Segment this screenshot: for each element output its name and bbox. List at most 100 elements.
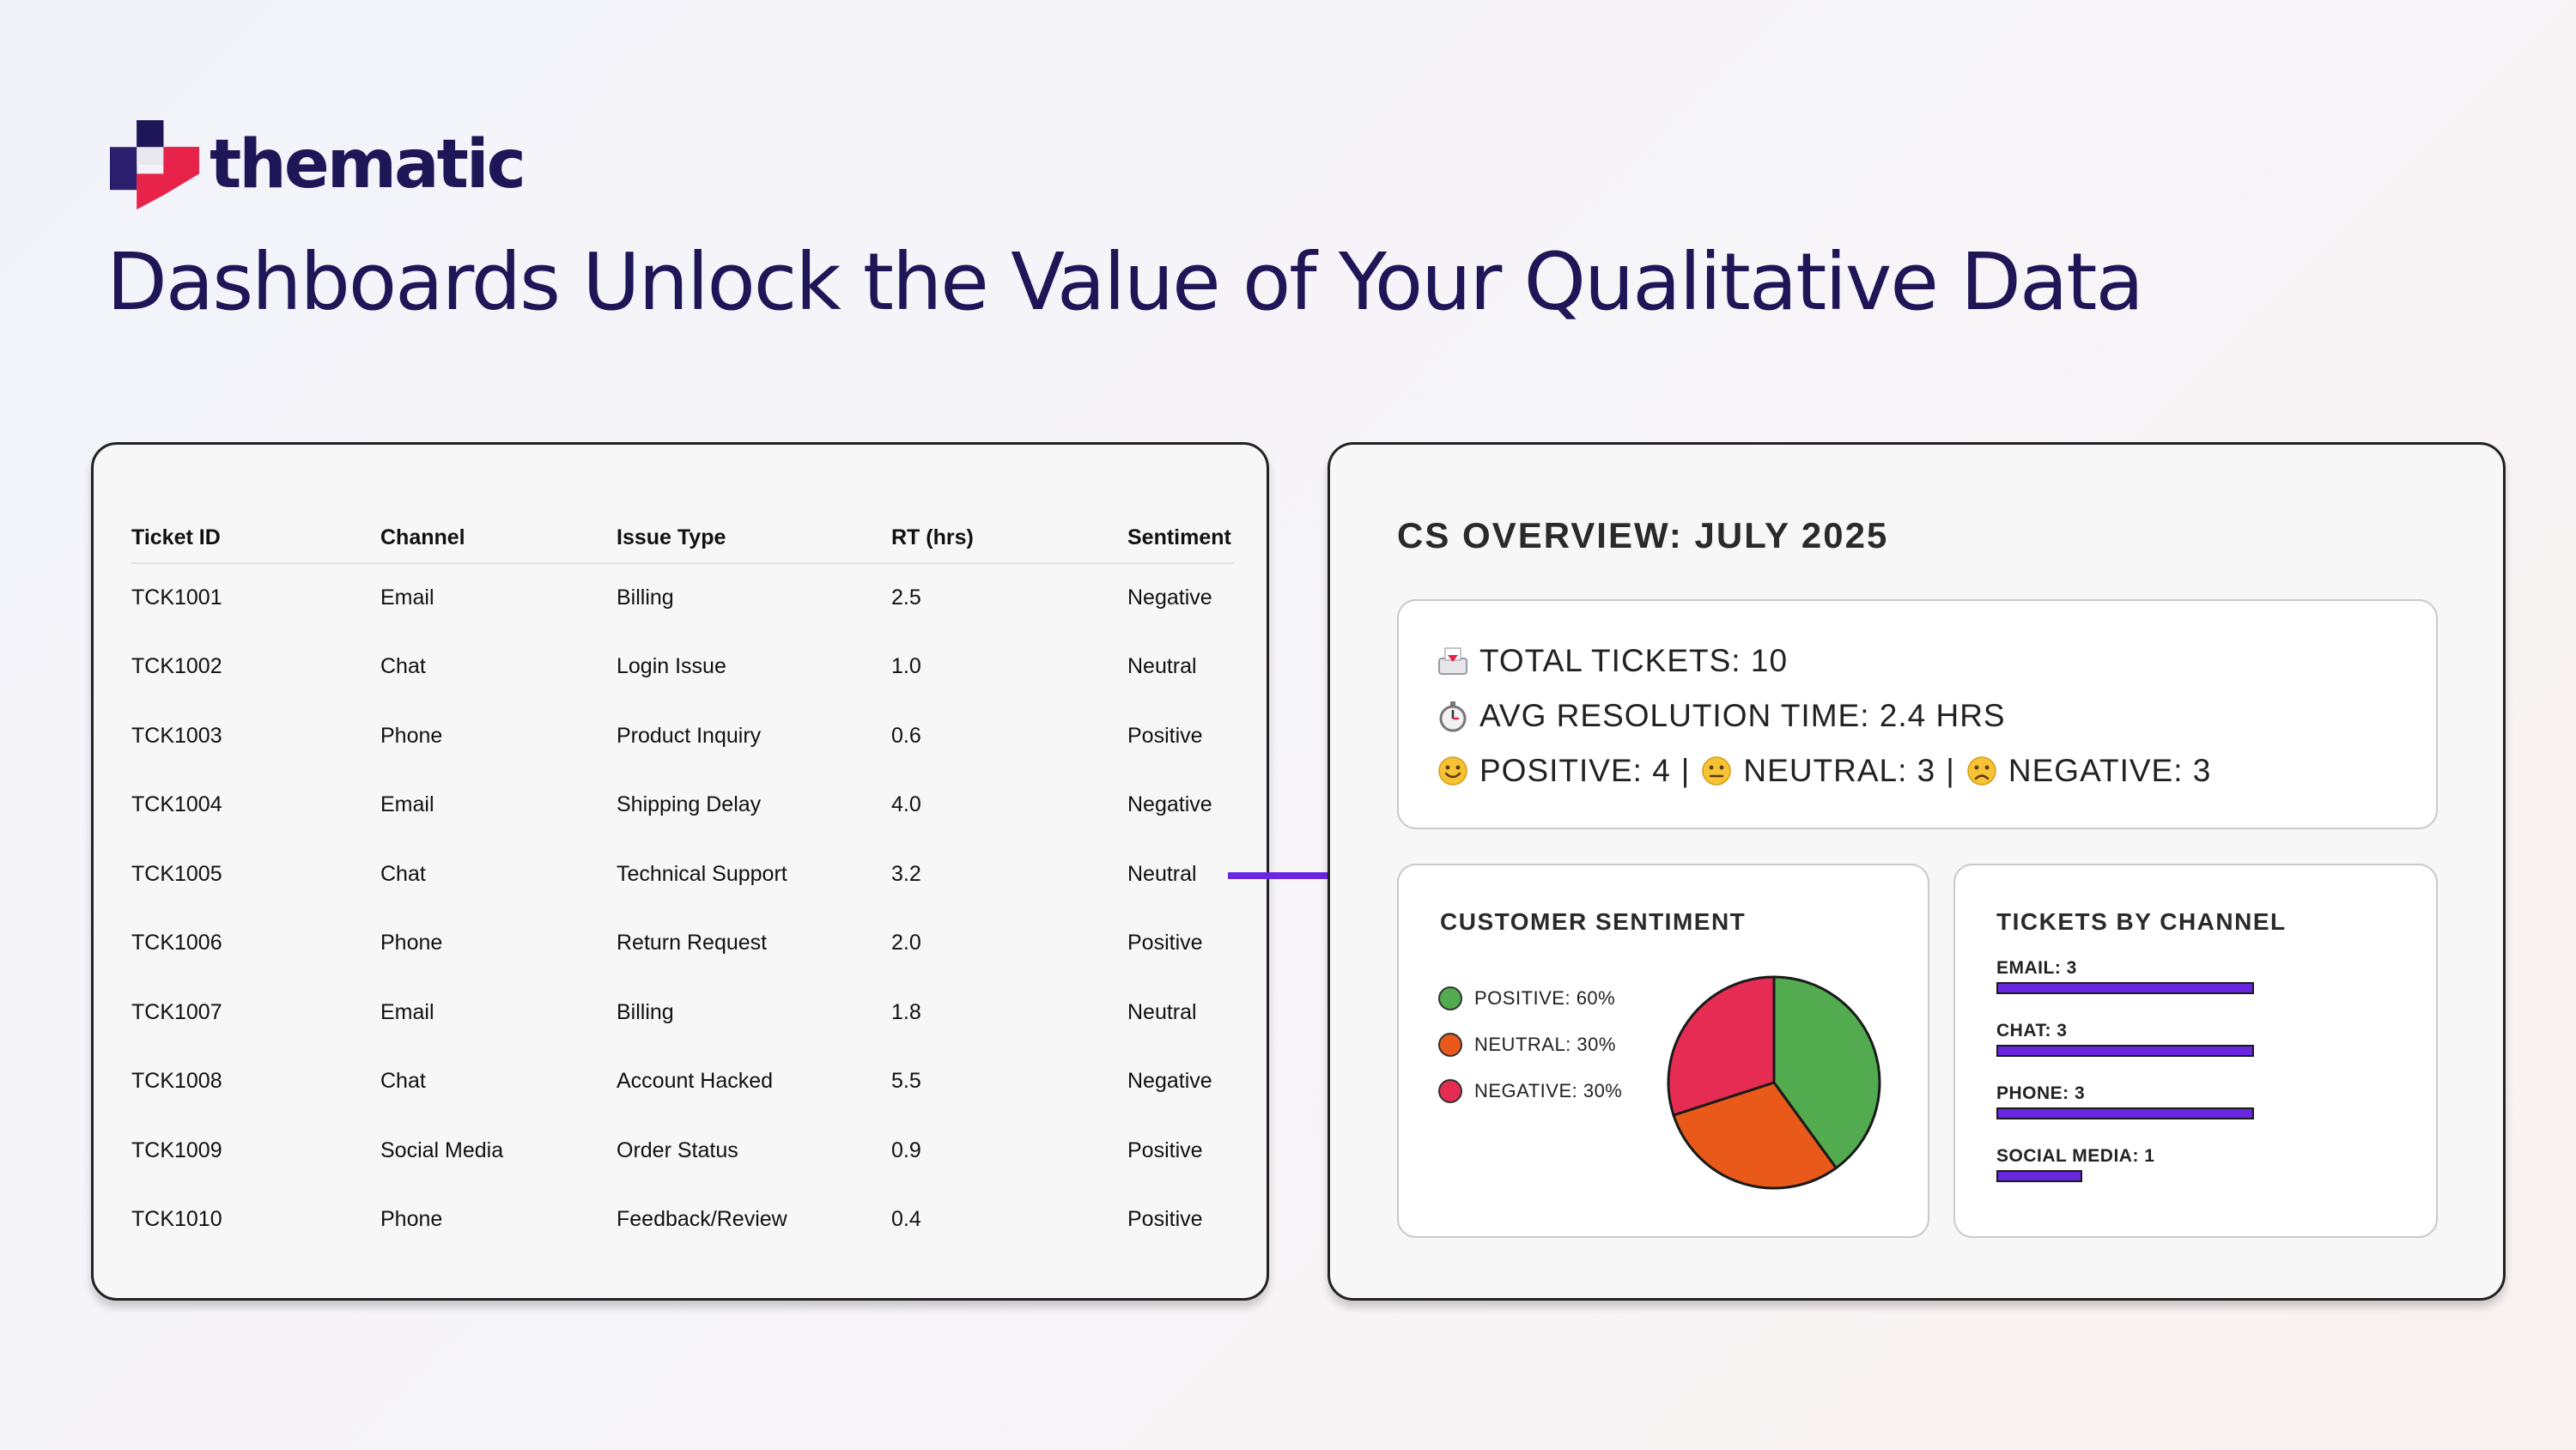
cell-issue-type: Billing xyxy=(617,585,674,610)
cell-rt-hrs: 0.4 xyxy=(891,1207,921,1232)
channel-bar xyxy=(1996,1107,2254,1119)
channel-bar-label: SOCIAL MEDIA: 1 xyxy=(1996,1146,2155,1166)
cell-issue-type: Product Inquiry xyxy=(617,723,762,748)
cell-issue-type: Feedback/Review xyxy=(617,1207,787,1232)
sentiment-pie-chart xyxy=(1667,975,1881,1190)
channel-bar-row: SOCIAL MEDIA: 1 xyxy=(1996,1143,2254,1205)
stat-total-tickets: TOTAL TICKETS: 10 xyxy=(1437,634,2436,689)
brand-name: thematic xyxy=(210,126,526,203)
channel-bar-label: EMAIL: 3 xyxy=(1996,958,2077,978)
separator: | xyxy=(1946,753,1955,788)
header-sentiment[interactable]: Sentiment xyxy=(1127,513,1234,564)
cell-sentiment: Positive xyxy=(1127,1138,1203,1162)
channel-bar-label: CHAT: 3 xyxy=(1996,1021,2068,1040)
channel-bar-track xyxy=(1996,1170,2254,1182)
cell-sentiment: Neutral xyxy=(1127,861,1197,886)
customer-sentiment-card: CUSTOMER SENTIMENT POSITIVE: 60% NEUTRAL:… xyxy=(1397,864,1929,1238)
cell-rt-hrs: 0.6 xyxy=(891,723,921,748)
legend-dot xyxy=(1438,1033,1462,1057)
cell-channel: Email xyxy=(380,792,434,817)
tickets-by-channel-card: TICKETS BY CHANNEL EMAIL: 3 CHAT: 3 PHONE:… xyxy=(1953,864,2438,1238)
cell-ticket-id: TCK1005 xyxy=(131,861,222,886)
cell-channel: Social Media xyxy=(380,1138,504,1162)
stopwatch-icon xyxy=(1437,700,1469,732)
cell-ticket-id: TCK1009 xyxy=(131,1138,222,1162)
channel-bar xyxy=(1996,1045,2254,1057)
cell-sentiment: Neutral xyxy=(1127,999,1197,1024)
cell-channel: Phone xyxy=(380,1207,443,1232)
channel-bar-list: EMAIL: 3 CHAT: 3 PHONE: 3 SOCIAL MEDIA: 1 xyxy=(1996,955,2254,1205)
cell-issue-type: Order Status xyxy=(617,1138,738,1162)
table-row[interactable]: TCK1007 Email Billing 1.8 Neutral xyxy=(131,978,1234,1047)
cell-issue-type: Return Request xyxy=(617,931,768,956)
thematic-logo: thematic xyxy=(110,120,526,209)
channel-bar-row: EMAIL: 3 xyxy=(1996,955,2254,1017)
legend-label: NEUTRAL: 30% xyxy=(1474,1034,1616,1055)
legend-item: POSITIVE: 60% xyxy=(1438,975,1622,1022)
legend-item: NEUTRAL: 30% xyxy=(1438,1022,1622,1068)
pie-slice-neutral xyxy=(1672,1081,1838,1190)
cell-ticket-id: TCK1006 xyxy=(131,931,222,956)
sentiment-card-title: CUSTOMER SENTIMENT xyxy=(1440,908,1747,935)
cell-sentiment: Positive xyxy=(1127,931,1203,956)
cell-sentiment: Neutral xyxy=(1127,654,1197,679)
channel-bar-row: PHONE: 3 xyxy=(1996,1080,2254,1143)
cell-rt-hrs: 0.9 xyxy=(891,1138,921,1162)
cell-channel: Phone xyxy=(380,931,443,956)
cell-channel: Chat xyxy=(380,1069,426,1094)
ticket-table-wrapper[interactable]: Ticket ID Channel Issue Type RT (hrs) Se… xyxy=(131,513,1234,1254)
channel-bar-track xyxy=(1996,982,2254,994)
table-row[interactable]: TCK1004 Email Shipping Delay 4.0 Negative xyxy=(131,771,1234,840)
header-issue-type[interactable]: Issue Type xyxy=(617,513,891,564)
cell-sentiment: Negative xyxy=(1127,585,1212,610)
channel-bar-track xyxy=(1996,1107,2254,1119)
table-row[interactable]: TCK1002 Chat Login Issue 1.0 Neutral xyxy=(131,633,1234,702)
inbox-tray-icon xyxy=(1437,645,1469,677)
legend-item: NEGATIVE: 30% xyxy=(1438,1068,1622,1114)
cell-ticket-id: TCK1001 xyxy=(131,585,222,610)
legend-dot xyxy=(1438,1079,1462,1103)
channel-bar-row: CHAT: 3 xyxy=(1996,1017,2254,1080)
header-rt-hrs[interactable]: RT (hrs) xyxy=(891,513,1127,564)
cell-ticket-id: TCK1008 xyxy=(131,1069,222,1094)
legend-dot xyxy=(1438,986,1462,1010)
table-row[interactable]: TCK1001 Email Billing 2.5 Negative xyxy=(131,563,1234,633)
channel-bar xyxy=(1996,1170,2082,1182)
positive-count-label: POSITIVE: 4 xyxy=(1479,753,1671,788)
table-row[interactable]: TCK1006 Phone Return Request 2.0 Positive xyxy=(131,909,1234,979)
cell-sentiment: Positive xyxy=(1127,723,1203,748)
stat-avg-resolution: AVG RESOLUTION TIME: 2.4 HRS xyxy=(1437,689,2436,743)
ticket-table-panel: Ticket ID Channel Issue Type RT (hrs) Se… xyxy=(91,442,1269,1301)
neutral-count-label: NEUTRAL: 3 xyxy=(1743,753,1936,788)
cell-rt-hrs: 2.5 xyxy=(891,585,921,610)
separator: | xyxy=(1680,753,1691,788)
cell-ticket-id: TCK1007 xyxy=(131,999,222,1024)
table-row[interactable]: TCK1003 Phone Product Inquiry 0.6 Positive xyxy=(131,701,1234,771)
stat-sentiment-counts: POSITIVE: 4 | NEUTRAL: 3 | NEGATIVE: 3 xyxy=(1437,743,2436,798)
table-row[interactable]: TCK1008 Chat Account Hacked 5.5 Negative xyxy=(131,1047,1234,1117)
pie-slice-negative xyxy=(1667,975,1776,1117)
cell-ticket-id: TCK1002 xyxy=(131,654,222,679)
table-row[interactable]: TCK1010 Phone Feedback/Review 0.4 Positive xyxy=(131,1186,1234,1255)
thematic-mark-icon xyxy=(110,120,199,209)
cell-issue-type: Shipping Delay xyxy=(617,792,762,817)
neutral-face-icon xyxy=(1700,755,1733,787)
cell-ticket-id: TCK1003 xyxy=(131,723,222,748)
table-row[interactable]: TCK1005 Chat Technical Support 3.2 Neutral xyxy=(131,840,1234,909)
cell-rt-hrs: 1.8 xyxy=(891,999,921,1024)
smiley-icon xyxy=(1437,755,1469,787)
table-row[interactable]: TCK1009 Social Media Order Status 0.9 Positi… xyxy=(131,1116,1234,1186)
header-ticket-id[interactable]: Ticket ID xyxy=(131,513,380,564)
cell-issue-type: Login Issue xyxy=(617,654,726,679)
sentiment-legend: POSITIVE: 60% NEUTRAL: 30% NEGATIVE: 30% xyxy=(1438,975,1622,1114)
cell-channel: Email xyxy=(380,585,434,610)
cell-issue-type: Account Hacked xyxy=(617,1069,774,1094)
header-channel[interactable]: Channel xyxy=(380,513,617,564)
cell-rt-hrs: 4.0 xyxy=(891,792,921,817)
channel-card-title: TICKETS BY CHANNEL xyxy=(1996,908,2287,935)
cell-rt-hrs: 2.0 xyxy=(891,931,921,956)
cell-rt-hrs: 3.2 xyxy=(891,861,921,886)
negative-count-label: NEGATIVE: 3 xyxy=(2008,753,2212,788)
dashboard-title: CS OVERVIEW: JULY 2025 xyxy=(1397,515,1889,555)
cell-sentiment: Positive xyxy=(1127,1207,1203,1232)
